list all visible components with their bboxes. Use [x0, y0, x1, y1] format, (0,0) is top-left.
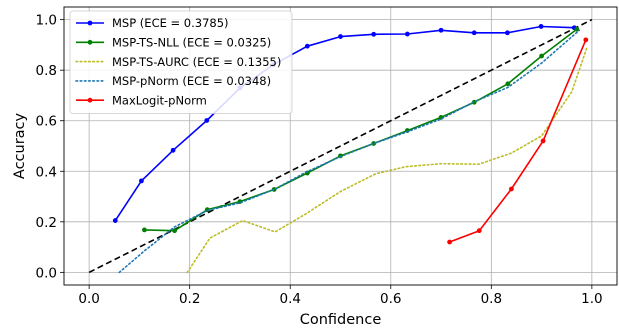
y-tick-label: 0.8	[36, 63, 57, 79]
data-point	[476, 228, 482, 234]
data-point	[172, 228, 178, 234]
x-tick-label: 0.4	[279, 291, 300, 307]
y-tick-label: 0.2	[36, 215, 57, 231]
data-point	[142, 227, 147, 233]
data-point	[304, 43, 310, 49]
data-point	[139, 178, 144, 184]
ticks: 0.0 0.2 0.4 0.6 0.8 1.0 0.0 0.2 0.4 0.6 0.8 1.0	[36, 13, 603, 307]
legend-label: MSP (ECE = 0.3785)	[112, 16, 229, 30]
series-line	[186, 47, 588, 274]
data-point	[438, 27, 444, 33]
data-point	[539, 53, 544, 59]
plot-frame	[63, 6, 618, 286]
data-point	[538, 24, 544, 29]
x-tick-label: 0.0	[78, 291, 99, 307]
series-line	[118, 29, 581, 274]
reference-diagonal	[88, 18, 593, 274]
y-tick-label: 0.4	[36, 164, 57, 180]
data-point	[505, 30, 510, 36]
data-point	[204, 118, 210, 123]
x-tick-label: 0.8	[481, 291, 502, 307]
legend-label: MSP-TS-AURC (ECE = 0.1355)	[112, 55, 281, 69]
legend-box	[69, 10, 293, 114]
legend-label: MSP-TS-NLL (ECE = 0.0325)	[112, 36, 271, 50]
series-4	[447, 37, 589, 245]
legend-marker	[87, 39, 93, 45]
legend: MSP (ECE = 0.3785) MSP-TS-NLL (ECE = 0.03…	[69, 10, 293, 114]
data-point	[338, 34, 343, 39]
x-tick-label: 1.0	[581, 291, 602, 307]
legend-marker	[87, 20, 93, 26]
data-point	[505, 81, 511, 87]
y-axis-label: Accuracy	[12, 112, 28, 179]
y-tick-label: 0.6	[36, 114, 57, 130]
data-point	[112, 218, 118, 223]
legend-label: MaxLogit-pNorm	[112, 93, 207, 107]
x-tick-label: 0.2	[179, 291, 200, 307]
data-point	[170, 147, 176, 153]
legend-marker	[87, 97, 93, 103]
x-tick-label: 0.6	[380, 291, 401, 307]
data-point	[371, 31, 377, 37]
y-tick-label: 1.0	[36, 13, 57, 29]
y-tick-label: 0.0	[36, 265, 57, 281]
series-3	[118, 29, 581, 274]
data-point	[404, 31, 410, 37]
data-point	[540, 138, 546, 144]
x-axis-label: Confidence	[300, 312, 382, 328]
data-point	[509, 186, 514, 192]
legend-label: MSP-pNorm (ECE = 0.0348)	[112, 74, 271, 88]
data-point	[447, 239, 452, 245]
data-point	[471, 30, 477, 36]
series-2	[186, 47, 588, 274]
data-point	[574, 26, 580, 32]
data-point	[583, 37, 589, 43]
